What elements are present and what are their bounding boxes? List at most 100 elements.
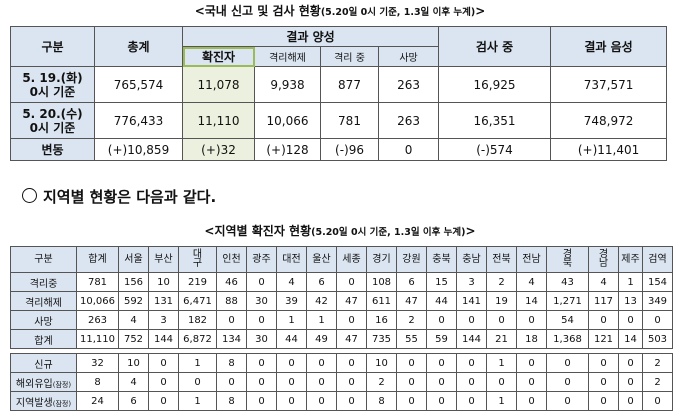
cell: 611: [366, 291, 397, 311]
row-label: 5. 20.(수) 0시 기준: [10, 102, 95, 139]
header-region: 울산: [306, 246, 337, 273]
cell: 1,368: [546, 329, 589, 349]
national-test-table: 구분 총계 결과 양성 검사 중 결과 음성 확진자 격리해제 격리 중 사망 …: [10, 26, 668, 161]
cell: 0: [148, 353, 179, 373]
cell: 11,110: [182, 102, 255, 139]
row-label: 사망: [10, 310, 77, 330]
cell: 349: [642, 291, 673, 311]
cell: 2: [642, 372, 673, 392]
cell: 0: [456, 353, 487, 373]
cell: 1: [486, 391, 517, 411]
cell: 0: [396, 353, 427, 373]
cell: 748,972: [550, 102, 668, 139]
row-label: 5. 19.(화) 0시 기준: [10, 66, 95, 103]
cell: 0: [588, 372, 619, 392]
cell: 2: [366, 372, 397, 392]
cell: 776,433: [94, 102, 183, 139]
cell: 765,574: [94, 66, 183, 103]
table-row: 격리중 781 156 10 219 46 0 4 6 0 108 6 15 3 2 4 43 4 1 154: [10, 272, 673, 292]
cell: 503: [642, 329, 673, 349]
cell: 0: [642, 391, 673, 411]
cell: 39: [276, 291, 307, 311]
cell: 47: [336, 291, 367, 311]
cell: 0: [377, 138, 440, 161]
cell: 16: [366, 310, 397, 330]
cell: 219: [178, 272, 217, 292]
cell: 4: [118, 310, 149, 330]
cell: 134: [216, 329, 247, 349]
cell: 16,351: [438, 102, 552, 139]
cell: 6: [306, 272, 337, 292]
cell: 1: [486, 353, 517, 373]
row-label: 해외유입(잠정): [10, 372, 77, 392]
cell: 0: [336, 353, 367, 373]
cell: 144: [456, 329, 487, 349]
cell: 21: [486, 329, 517, 349]
cell: 0: [486, 372, 517, 392]
cell: 54: [546, 310, 589, 330]
cell: 0: [246, 372, 277, 392]
cell: (+)128: [254, 138, 321, 161]
cell: 0: [456, 372, 487, 392]
header-negative: 결과 음성: [550, 26, 668, 67]
regional-confirmed-table: 구분 합계 서울 부산 대 구 인천 광주 대전 울산 세종 경기 강원 충북 충남 전북 전남 경 북 경 남 제주 검역…: [10, 246, 673, 411]
cell: 781: [320, 102, 379, 139]
cell: 30: [246, 329, 277, 349]
cell: 4: [118, 372, 149, 392]
header-region: 충남: [456, 246, 487, 273]
header-region: 검역: [642, 246, 673, 273]
cell: 0: [246, 391, 277, 411]
cell: 0: [178, 372, 217, 392]
header-region: 광주: [246, 246, 277, 273]
caption1-main: <국내 신고 및 검사 현황: [194, 4, 321, 18]
cell: 8: [216, 391, 247, 411]
cell: 0: [426, 372, 457, 392]
cell: 141: [456, 291, 487, 311]
cell: 735: [366, 329, 397, 349]
cell: 14: [516, 291, 547, 311]
cell: 0: [306, 353, 337, 373]
cell: 0: [396, 391, 427, 411]
caption1-sub: (5.20일 0시 기준, 1.3일 이후 누계): [320, 7, 476, 18]
table-header-row: 구분 합계 서울 부산 대 구 인천 광주 대전 울산 세종 경기 강원 충북 충남 전북 전남 경 북 경 남 제주 검역: [10, 246, 673, 273]
caption2-main: <지역별 확진자 현황: [204, 224, 312, 238]
cell: 42: [306, 291, 337, 311]
header-total: 총계: [94, 26, 183, 67]
cell: 30: [246, 291, 277, 311]
row-label: 합계: [10, 329, 77, 349]
cell: 13: [618, 291, 643, 311]
header-region: 강원: [396, 246, 427, 273]
cell: 11,110: [76, 329, 119, 349]
header-positive: 결과 양성: [181, 26, 440, 47]
cell: 2: [642, 353, 673, 373]
cell: 781: [76, 272, 119, 292]
cell: 6: [396, 272, 427, 292]
heading-text: 지역별 현황은 다음과 같다.: [43, 188, 217, 206]
cell: 121: [588, 329, 619, 349]
cell: 0: [456, 391, 487, 411]
cell: 3: [148, 310, 179, 330]
cell: 0: [516, 353, 547, 373]
cell: 0: [306, 391, 337, 411]
cell: 10,066: [254, 102, 321, 139]
cell: 0: [588, 391, 619, 411]
cell: 49: [306, 329, 337, 349]
cell: 9,938: [254, 66, 321, 103]
cell: 15: [426, 272, 457, 292]
table2-caption: <지역별 확진자 현황(5.20일 0시 기준, 1.3일 이후 누계)>: [0, 222, 680, 239]
table-row-change: 변동 (+)10,859 (+)32 (+)128 (-)96 0 (-)574…: [10, 138, 668, 161]
header-gubun: 구분: [10, 26, 95, 67]
cell: 4: [276, 272, 307, 292]
table-row: 격리해제 10,066 592 131 6,471 88 30 39 42 47 611 47 44 14…: [10, 291, 673, 311]
header-region: 세종: [336, 246, 367, 273]
cell: 44: [426, 291, 457, 311]
cell: 16,925: [438, 66, 552, 103]
cell: 263: [377, 102, 440, 139]
cell: 32: [76, 353, 119, 373]
header-region: 합계: [76, 246, 119, 273]
cell: 1: [178, 353, 217, 373]
cell: 0: [246, 272, 277, 292]
cell: 14: [618, 329, 643, 349]
header-released: 격리해제: [254, 46, 321, 67]
